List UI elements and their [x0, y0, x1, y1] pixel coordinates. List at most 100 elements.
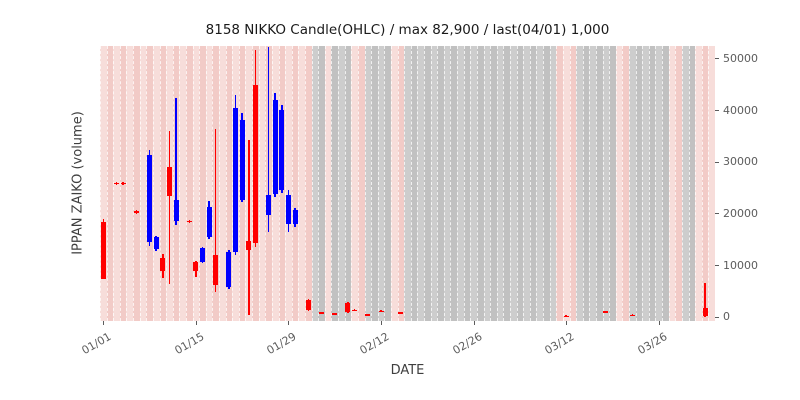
candle-body	[603, 311, 609, 313]
background-day-band	[179, 46, 187, 321]
background-day-band	[384, 46, 392, 321]
background-day-band	[100, 46, 108, 321]
background-day-band	[298, 46, 306, 321]
candle-body	[702, 308, 708, 317]
background-day-band	[397, 46, 405, 321]
candle-wick	[175, 98, 177, 225]
candle-body	[193, 262, 199, 272]
candle-body	[398, 312, 404, 314]
background-day-band	[185, 46, 194, 321]
background-day-band	[602, 46, 610, 321]
candle-body	[305, 300, 311, 310]
background-day-band	[708, 46, 715, 321]
background-day-band	[523, 46, 531, 321]
background-day-band	[331, 46, 339, 321]
candle-body	[365, 314, 371, 316]
background-day-band	[318, 46, 326, 321]
candle-body	[332, 313, 338, 315]
x-tick-label: 02/26	[450, 330, 485, 358]
x-tick-mark	[473, 321, 475, 325]
background-day-band	[364, 46, 372, 321]
background-day-band	[701, 46, 709, 321]
y-axis-label: IPPAN ZAIKO (volume)	[70, 111, 86, 255]
candle-body	[160, 257, 166, 271]
background-day-band	[437, 46, 445, 321]
plot-area	[100, 46, 715, 321]
background-day-band	[443, 46, 451, 321]
candle-body	[147, 154, 153, 243]
background-day-band	[219, 46, 227, 321]
background-day-band	[569, 46, 577, 321]
background-day-band	[126, 46, 134, 321]
candle-body	[378, 310, 384, 313]
candle-body	[345, 303, 351, 313]
background-day-band	[635, 46, 643, 321]
x-tick-label: 01/15	[172, 330, 207, 358]
y-tick-mark	[715, 161, 719, 163]
background-day-band	[675, 46, 683, 321]
background-day-band	[291, 46, 299, 321]
background-day-band	[430, 46, 438, 321]
background-day-band	[609, 46, 617, 321]
background-day-band	[199, 46, 207, 321]
y-tick-mark	[715, 265, 719, 267]
y-tick-label: 50000	[723, 51, 758, 65]
x-tick-mark	[658, 321, 660, 325]
candle-body	[629, 314, 635, 317]
candle-body	[133, 210, 139, 213]
background-day-band	[510, 46, 518, 321]
background-day-band	[516, 46, 524, 321]
candle-body	[319, 312, 325, 314]
background-day-band	[629, 46, 637, 321]
candle-body	[352, 309, 358, 312]
background-day-band	[424, 46, 432, 321]
background-day-band	[305, 46, 313, 321]
y-tick-mark	[715, 213, 719, 215]
candle-wick	[267, 47, 270, 232]
background-day-band	[377, 46, 385, 321]
background-day-band	[390, 46, 399, 321]
candle-wick	[248, 140, 250, 316]
background-day-band	[483, 46, 491, 321]
background-day-band	[582, 46, 590, 321]
background-day-band	[139, 46, 147, 321]
background-day-band	[476, 46, 485, 321]
background-day-band	[417, 46, 425, 321]
background-day-band	[324, 46, 332, 321]
candle-body	[186, 220, 192, 223]
background-day-band	[695, 46, 703, 321]
y-tick-label: 30000	[723, 155, 758, 169]
background-day-band	[152, 46, 160, 321]
background-day-band	[556, 46, 564, 321]
background-day-band	[344, 46, 352, 321]
background-day-band	[668, 46, 676, 321]
background-day-band	[688, 46, 696, 321]
background-day-band	[205, 46, 213, 321]
background-day-band	[192, 46, 200, 321]
background-day-band	[615, 46, 623, 321]
candle-body	[246, 240, 252, 250]
x-tick-mark	[103, 321, 105, 325]
background-day-band	[410, 46, 418, 321]
candle-body	[166, 167, 172, 196]
candle-body	[200, 248, 205, 262]
x-tick-mark	[195, 321, 197, 325]
background-day-band	[357, 46, 365, 321]
background-day-band	[576, 46, 584, 321]
background-day-band	[543, 46, 551, 321]
candle-body	[114, 182, 120, 185]
background-day-band	[457, 46, 465, 321]
background-day-band	[351, 46, 359, 321]
x-tick-mark	[566, 321, 568, 325]
background-day-band	[529, 46, 537, 321]
background-day-band	[106, 46, 114, 321]
candle-body	[279, 110, 285, 190]
y-tick-mark	[715, 316, 719, 318]
background-day-band	[133, 46, 141, 321]
background-day-band	[463, 46, 471, 321]
y-tick-label: 40000	[723, 103, 758, 117]
background-day-band	[490, 46, 498, 321]
background-day-band	[642, 46, 650, 321]
candle-body	[100, 221, 106, 279]
candle-body	[173, 200, 179, 222]
